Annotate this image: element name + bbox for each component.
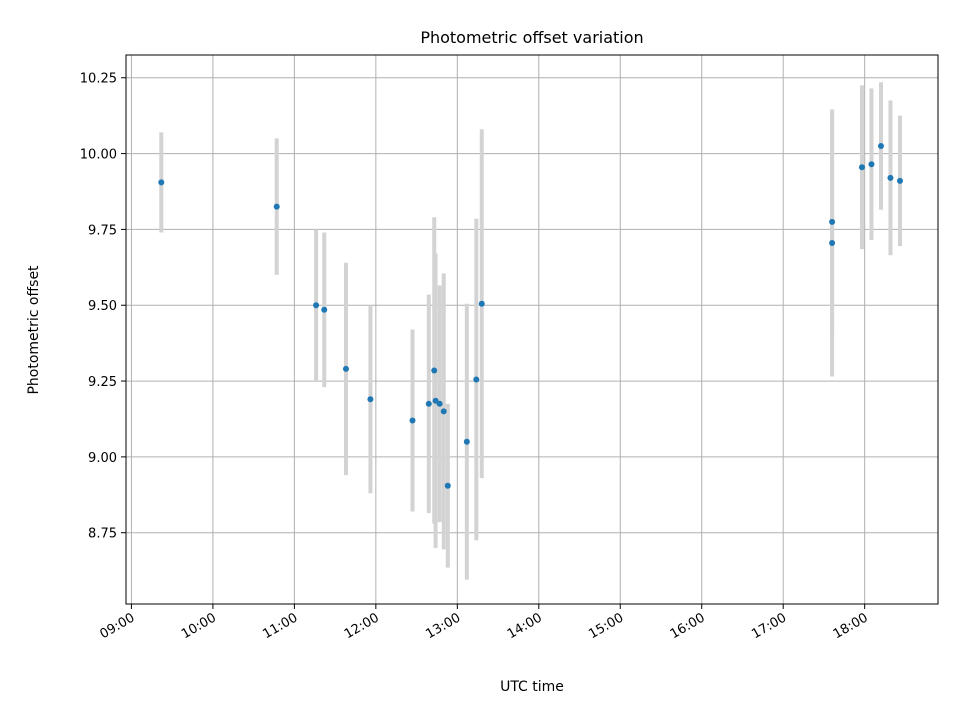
grid-lines — [126, 55, 938, 604]
y-tick-label: 10.00 — [80, 148, 117, 163]
chart-title: Photometric offset variation — [420, 28, 643, 47]
y-tick-label: 10.25 — [80, 72, 117, 87]
data-point — [463, 438, 470, 445]
data-point — [473, 376, 480, 383]
y-tick-label: 9.25 — [88, 375, 117, 390]
data-point — [436, 400, 443, 407]
data-point — [829, 240, 836, 247]
data-point — [342, 365, 349, 372]
y-tick-label: 9.50 — [88, 299, 117, 314]
y-tick-label: 8.75 — [88, 527, 117, 542]
data-point — [478, 300, 485, 307]
data-point — [321, 306, 328, 313]
data-point — [829, 218, 836, 225]
data-point — [858, 164, 865, 171]
data-point — [444, 482, 451, 489]
data-point — [431, 367, 438, 374]
y-axis-label: Photometric offset — [26, 265, 42, 395]
data-point — [367, 396, 374, 403]
data-point — [313, 302, 320, 309]
x-axis-label: UTC time — [500, 679, 564, 695]
data-point — [409, 417, 416, 424]
y-tick-label: 9.00 — [88, 451, 117, 466]
data-point — [273, 203, 280, 210]
data-point — [868, 161, 875, 168]
data-point — [425, 400, 432, 407]
data-point — [887, 174, 894, 181]
data-point — [877, 142, 884, 149]
data-point — [158, 179, 165, 186]
y-tick-label: 9.75 — [88, 223, 117, 238]
data-point — [896, 177, 903, 184]
data-points — [158, 142, 903, 489]
data-point — [440, 408, 447, 415]
plot-area-frame — [125, 54, 939, 605]
